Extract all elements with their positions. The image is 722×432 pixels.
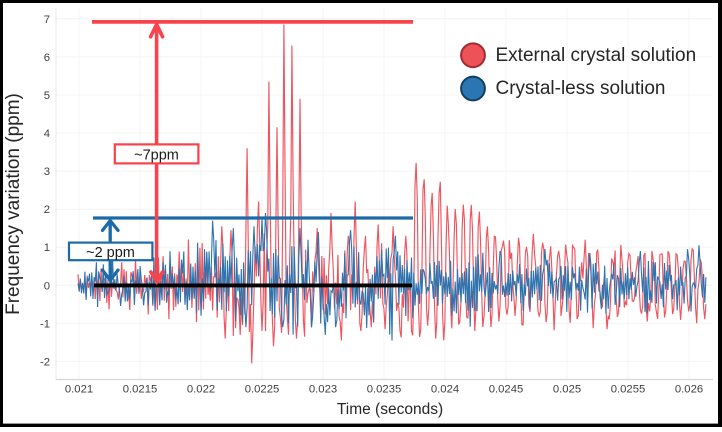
- svg-text:7: 7: [44, 14, 50, 26]
- svg-text:4: 4: [44, 128, 50, 140]
- svg-text:0.024: 0.024: [431, 384, 459, 396]
- svg-text:0.022: 0.022: [187, 384, 215, 396]
- svg-text:-1: -1: [40, 318, 50, 330]
- svg-text:Crystal-less solution: Crystal-less solution: [496, 78, 666, 99]
- svg-text:2: 2: [44, 204, 50, 216]
- svg-text:0.0235: 0.0235: [367, 384, 402, 396]
- svg-text:Time (seconds): Time (seconds): [337, 401, 443, 418]
- svg-text:5: 5: [44, 90, 50, 102]
- svg-text:Frequency variation (ppm): Frequency variation (ppm): [3, 93, 24, 315]
- svg-text:6: 6: [44, 52, 50, 64]
- svg-text:0.0225: 0.0225: [245, 384, 280, 396]
- svg-text:0.021: 0.021: [65, 384, 93, 396]
- svg-text:0: 0: [44, 280, 50, 292]
- svg-text:~2 ppm: ~2 ppm: [86, 245, 135, 261]
- svg-text:1: 1: [44, 242, 50, 254]
- svg-text:0.023: 0.023: [309, 384, 337, 396]
- svg-text:-2: -2: [40, 356, 50, 368]
- svg-text:0.0255: 0.0255: [611, 384, 646, 396]
- svg-text:0.0245: 0.0245: [489, 384, 524, 396]
- svg-text:0.0215: 0.0215: [123, 384, 158, 396]
- svg-text:3: 3: [44, 166, 50, 178]
- svg-text:0.026: 0.026: [675, 384, 703, 396]
- svg-text:External crystal solution: External crystal solution: [496, 45, 697, 66]
- svg-text:0.025: 0.025: [553, 384, 581, 396]
- svg-text:~7ppm: ~7ppm: [134, 147, 179, 163]
